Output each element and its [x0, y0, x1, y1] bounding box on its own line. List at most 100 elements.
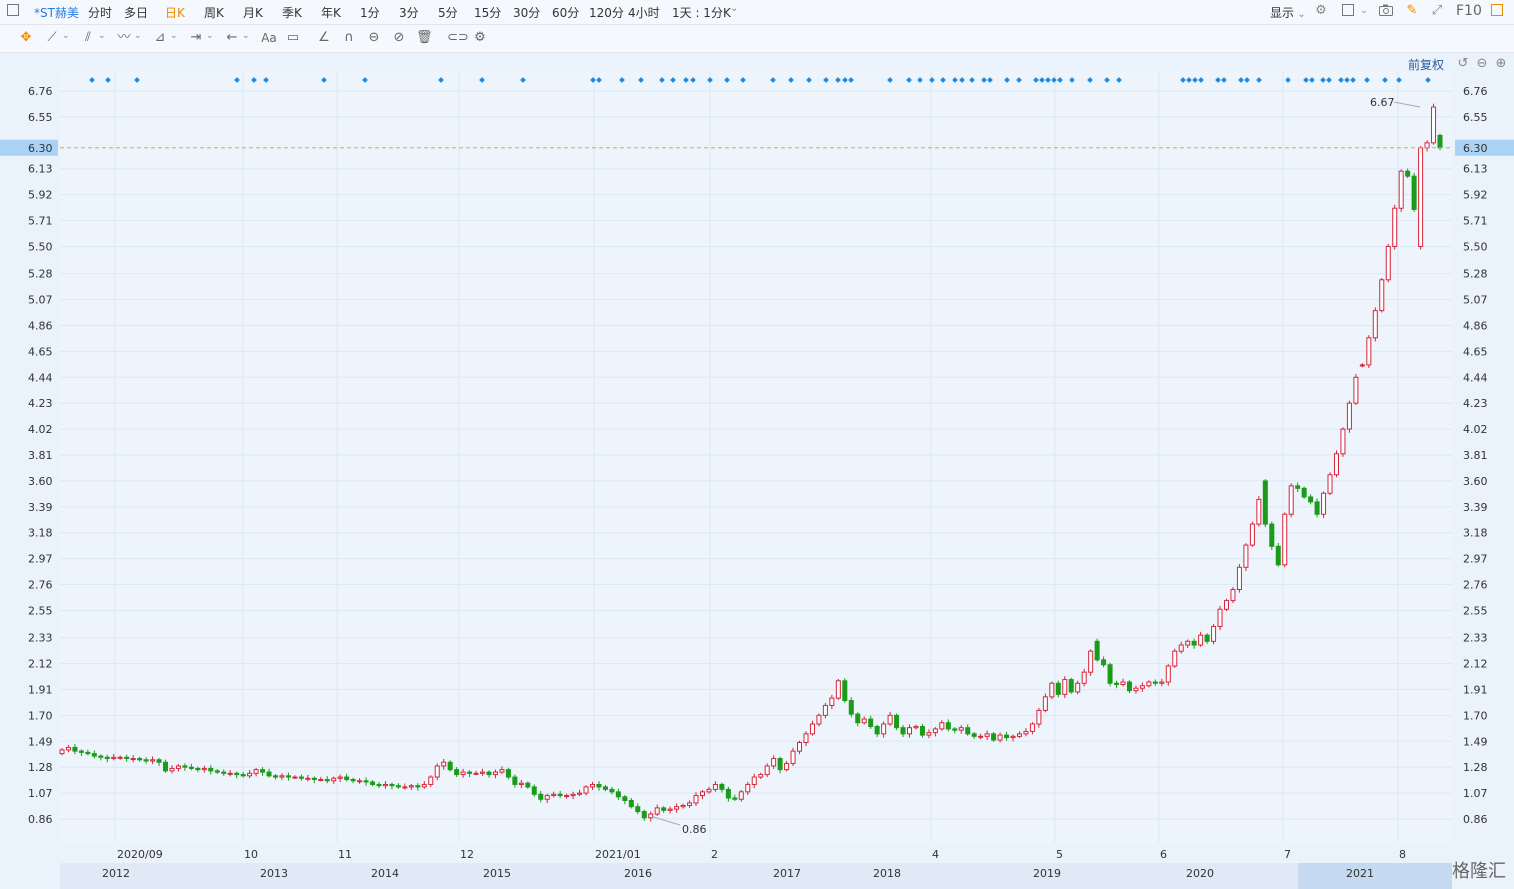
display-menu[interactable]: 显示 ⌄ [1270, 4, 1306, 21]
candle-body [163, 761, 169, 772]
fullscreen-icon[interactable]: ⤢ [1431, 3, 1443, 18]
candle-body [305, 777, 311, 780]
lock-icon[interactable]: ⊖ [368, 30, 380, 45]
period-tab-custom[interactable]: 1天 : 1分K [672, 6, 731, 20]
chevron-down-icon[interactable]: ⌄ [730, 3, 739, 14]
event-marker [940, 77, 946, 83]
period-tab-monthly[interactable]: 月K [243, 6, 263, 20]
period-tab-daily[interactable]: 日K [165, 6, 185, 20]
stock-title[interactable]: *ST赫美 [34, 6, 79, 20]
y-tick-label-right: 0.86 [1463, 813, 1488, 826]
hide-icon[interactable]: ⊘ [393, 30, 405, 45]
y-tick-label-right: 5.50 [1463, 240, 1488, 253]
event-marker [619, 77, 625, 83]
event-marker [1192, 77, 1198, 83]
candle-body [803, 733, 809, 743]
layout-icon[interactable] [1340, 3, 1356, 19]
arrow-icon[interactable]: ← [226, 30, 238, 45]
event-marker [906, 77, 912, 83]
candle-body [1275, 545, 1281, 566]
chevron-down-icon[interactable]: ⌄ [170, 31, 178, 41]
period-tab-quarterly[interactable]: 季K [282, 6, 302, 20]
candle-body [1411, 175, 1417, 210]
candle-body [835, 680, 841, 699]
candle-body [1198, 634, 1204, 646]
zoom-in-icon[interactable]: ⊕ [1495, 56, 1507, 71]
y-tick-label-right: 6.55 [1463, 111, 1488, 124]
chevron-down-icon[interactable]: ⌄ [134, 31, 142, 41]
period-tab-5min[interactable]: 5分 [438, 6, 458, 20]
period-tab-fenshi[interactable]: 分时 [88, 6, 113, 20]
settings-icon[interactable]: ⚙ [474, 30, 486, 45]
period-tab-weekly[interactable]: 周K [204, 6, 224, 20]
candle-body [1101, 659, 1107, 666]
candle-body [635, 806, 641, 813]
wave-icon[interactable]: 〰 [117, 30, 131, 45]
x-tick-label-year: 2012 [102, 867, 130, 880]
f10-button[interactable]: F10 [1456, 3, 1482, 19]
line-icon[interactable]: ⟋ [47, 30, 57, 45]
channel-icon[interactable]: ⫽ [85, 30, 91, 45]
chevron-down-icon[interactable]: ⌄ [1360, 6, 1368, 16]
y-tick-label-left: 3.39 [28, 501, 53, 514]
period-tab-1min[interactable]: 1分 [360, 6, 380, 20]
y-tick-label-left: 2.12 [28, 658, 53, 671]
candle-body [344, 776, 350, 781]
period-toolbar: *ST赫美 分时 多日 日K 周K 月K 季K 年K 1分 3分 5分 15分 … [0, 0, 1514, 25]
x-tick-label-year: 2013 [260, 867, 288, 880]
candle-body [1372, 310, 1378, 339]
period-tab-15min[interactable]: 15分 [474, 6, 502, 20]
kline-chart[interactable]: 6.76 6.76 6.55 6.55 6.13 6.13 5.92 5.92 5.71 5.71… [0, 52, 1514, 889]
period-tab-4hour[interactable]: 4小时 [628, 6, 660, 20]
candle-body [298, 776, 304, 779]
pencil-icon[interactable]: ✎ [1406, 3, 1418, 18]
move-icon[interactable]: ✥ [20, 30, 32, 45]
candle-body [1126, 681, 1132, 692]
period-tab-3min[interactable]: 3分 [399, 6, 419, 20]
period-tab-yearly[interactable]: 年K [321, 6, 341, 20]
candle-body [370, 781, 376, 785]
adjust-mode-button[interactable]: 前复权 [1408, 58, 1445, 72]
candle-body [596, 783, 602, 788]
ruler-icon[interactable]: ∠ [318, 30, 330, 45]
candle-body [104, 756, 110, 760]
chevron-down-icon[interactable]: ⌄ [242, 31, 250, 41]
candle-body [1178, 644, 1184, 652]
chevron-down-icon[interactable]: ⌄ [98, 31, 106, 41]
y-tick-label-right: 3.81 [1463, 449, 1488, 462]
y-tick-label-left: 3.18 [28, 527, 53, 540]
square-icon[interactable] [6, 3, 20, 20]
candle-body [965, 727, 971, 735]
text-icon[interactable]: Aa [261, 31, 277, 45]
x-tick-label-date: 10 [244, 848, 258, 861]
camera-icon[interactable] [1378, 3, 1394, 19]
candle-body [214, 770, 220, 773]
period-tab-30min[interactable]: 30分 [513, 6, 541, 20]
period-tab-duori[interactable]: 多日 [124, 6, 149, 20]
period-tab-60min[interactable]: 60分 [552, 6, 580, 20]
undo-icon[interactable]: ↺ [1457, 56, 1469, 71]
delete-icon[interactable]: 🗑 [416, 30, 433, 45]
candle-body [531, 786, 537, 795]
candle-body [919, 725, 925, 736]
measure-icon[interactable]: ⊿ [154, 30, 166, 45]
zoom-out-icon[interactable]: ⊖ [1476, 56, 1488, 71]
candle-body [447, 761, 453, 771]
chevron-down-icon[interactable]: ⌄ [206, 31, 214, 41]
candle-body [945, 722, 951, 730]
candle-body [1243, 544, 1249, 568]
comment-icon[interactable]: ▭ [286, 30, 300, 45]
range-icon[interactable]: ⇥ [190, 30, 202, 45]
candle-body [117, 756, 123, 759]
magnet-icon[interactable]: ∩ [344, 30, 354, 45]
gear-icon[interactable]: ⚙ [1315, 3, 1327, 18]
link-icon[interactable]: ⊂⊃ [447, 30, 469, 45]
candle-body [188, 766, 194, 769]
y-tick-label-right: 1.07 [1463, 787, 1488, 800]
candle-body [266, 771, 272, 777]
event-marker [1364, 77, 1370, 83]
panel-icon[interactable] [1489, 3, 1505, 19]
period-tab-120min[interactable]: 120分 [589, 6, 624, 20]
candle-body [1327, 474, 1333, 494]
chevron-down-icon[interactable]: ⌄ [62, 31, 70, 41]
